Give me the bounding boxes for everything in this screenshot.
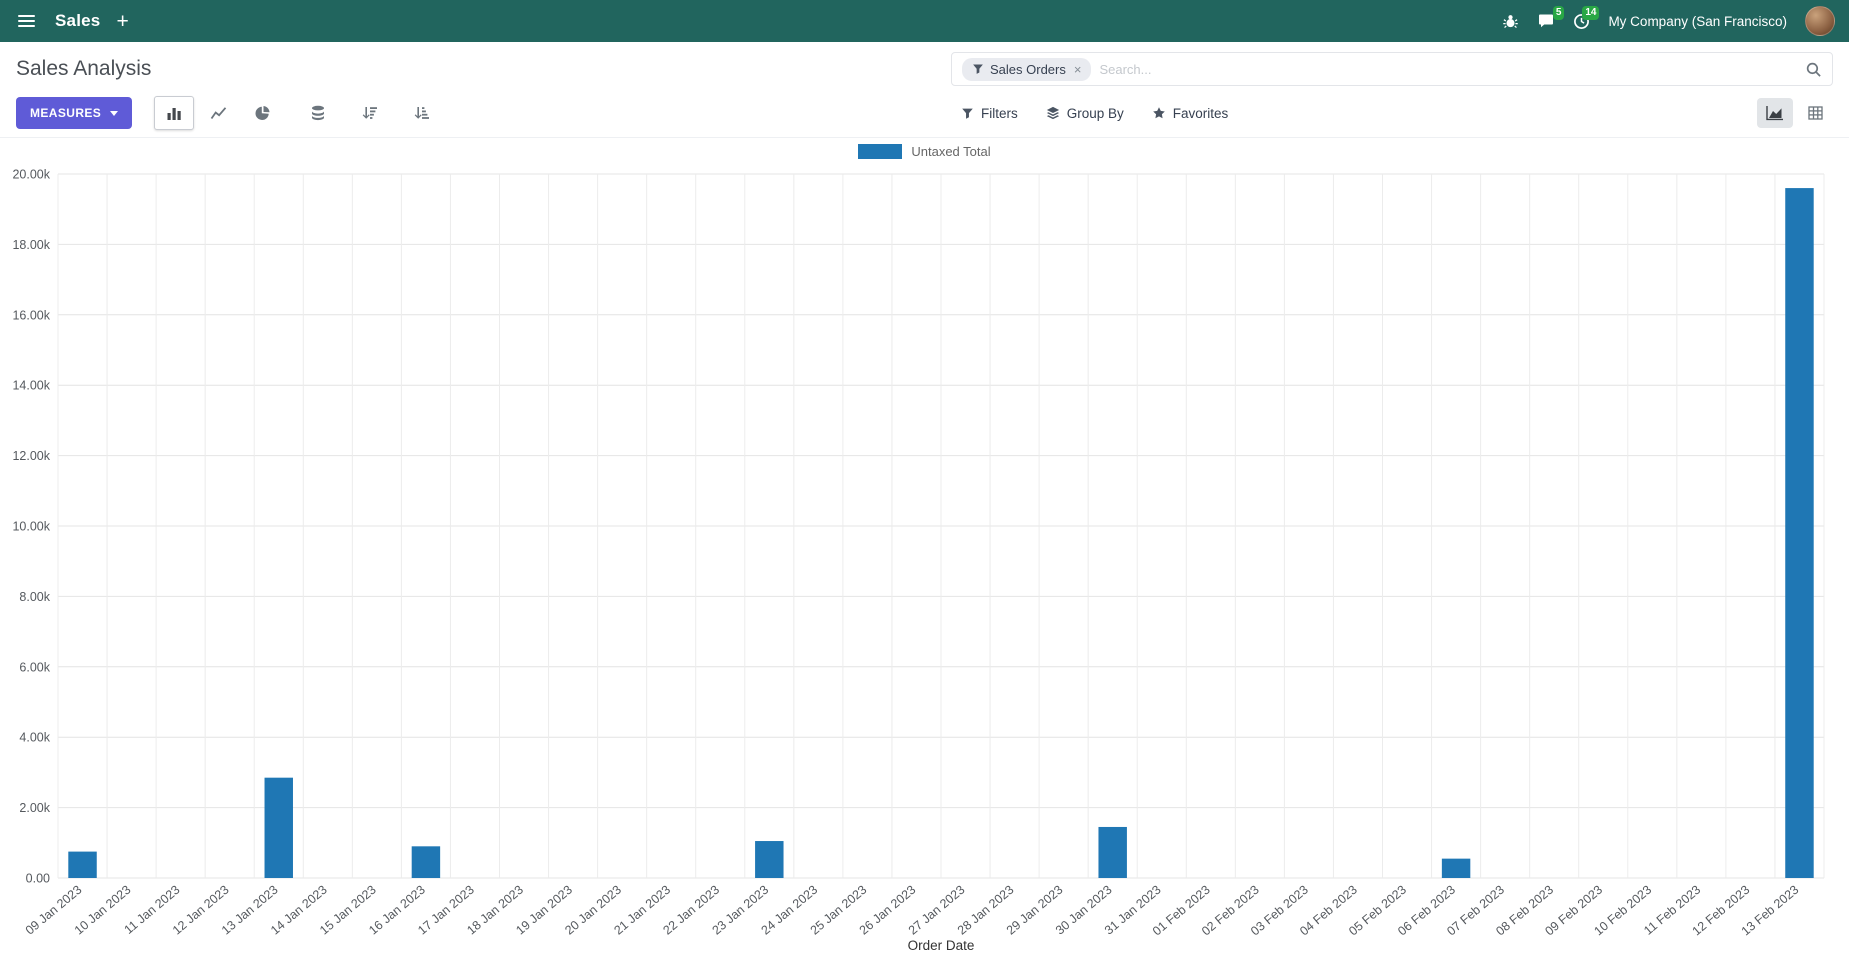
apps-menu-button[interactable]	[14, 8, 39, 34]
favorites-label: Favorites	[1172, 105, 1229, 121]
favorites-button[interactable]: Favorites	[1152, 105, 1229, 121]
svg-text:2.00k: 2.00k	[19, 801, 50, 815]
chart-area: Untaxed Total 0.00 2.00k 4.00k 6.00k 8.00k 10…	[0, 138, 1849, 958]
svg-text:8.00k: 8.00k	[19, 590, 50, 604]
search-icon[interactable]	[1805, 61, 1822, 78]
group-by-button[interactable]: Group By	[1046, 106, 1124, 121]
sort-asc-button[interactable]	[402, 96, 442, 130]
stacked-icon	[310, 105, 326, 121]
messages-icon	[1537, 13, 1555, 29]
activities-badge: 14	[1582, 5, 1600, 20]
messages-badge: 5	[1552, 6, 1565, 20]
favorites-icon	[1152, 106, 1166, 120]
apps-menu-icon	[18, 15, 35, 27]
user-avatar[interactable]	[1805, 6, 1835, 36]
view-switcher	[1757, 98, 1833, 128]
debug-button[interactable]	[1502, 13, 1519, 30]
svg-text:6.00k: 6.00k	[19, 660, 50, 674]
line-chart-icon	[210, 105, 227, 121]
search-input[interactable]	[1099, 61, 1797, 77]
group-by-icon	[1046, 106, 1060, 120]
navbar-left: Sales +	[14, 8, 129, 34]
svg-text:4.00k: 4.00k	[19, 731, 50, 745]
pie-chart-button[interactable]	[242, 96, 282, 130]
graph-toolbar: MEASURES	[16, 96, 951, 130]
bar-chart-icon	[166, 105, 183, 121]
activities-icon	[1573, 13, 1590, 30]
pie-chart-icon	[254, 105, 271, 121]
control-panel: Sales Analysis Sales Orders ×	[0, 42, 1849, 138]
filters-label: Filters	[981, 105, 1018, 121]
sort-desc-button[interactable]	[350, 96, 390, 130]
chevron-down-icon	[110, 110, 119, 116]
pivot-view-button[interactable]	[1797, 98, 1833, 128]
search-facet-label: Sales Orders	[990, 61, 1066, 77]
filters-icon	[961, 107, 974, 120]
search-bar[interactable]: Sales Orders ×	[951, 52, 1833, 86]
search-options: Filters Group By	[951, 98, 1833, 128]
stacked-toggle-button[interactable]	[298, 96, 338, 130]
svg-text:14.00k: 14.00k	[12, 379, 50, 393]
top-navbar: Sales + 5	[0, 0, 1849, 42]
sales-analysis-bar-chart[interactable]: 0.00 2.00k 4.00k 6.00k 8.00k 10.00k 12.00k 14.0…	[0, 164, 1849, 958]
measures-label: MEASURES	[30, 106, 102, 120]
sort-asc-icon	[414, 105, 430, 121]
legend-swatch	[858, 143, 903, 159]
group-by-label: Group By	[1066, 105, 1124, 121]
filter-facet-icon	[972, 63, 984, 75]
graph-view-button[interactable]	[1757, 98, 1793, 128]
messages-button[interactable]: 5	[1537, 6, 1565, 29]
svg-text:10.00k: 10.00k	[12, 520, 50, 534]
page-title: Sales Analysis	[16, 57, 152, 80]
svg-text:0.00: 0.00	[26, 872, 50, 886]
measures-button[interactable]: MEASURES	[16, 97, 133, 129]
navbar-right: 5 14 My Company (San Francisco)	[1502, 5, 1835, 36]
svg-text:12.00k: 12.00k	[12, 449, 50, 463]
new-record-button[interactable]: +	[116, 9, 129, 33]
svg-text:16.00k: 16.00k	[12, 308, 50, 322]
pivot-view-icon	[1807, 105, 1824, 121]
svg-text:18.00k: 18.00k	[12, 238, 50, 252]
app-name[interactable]: Sales	[55, 11, 101, 30]
graph-view-icon	[1766, 105, 1784, 121]
svg-text:Order Date: Order Date	[908, 938, 975, 953]
debug-icon	[1502, 13, 1519, 30]
svg-text:20.00k: 20.00k	[12, 168, 50, 182]
search-facet[interactable]: Sales Orders ×	[962, 57, 1092, 81]
company-switcher[interactable]: My Company (San Francisco)	[1608, 13, 1787, 29]
activities-button[interactable]: 14	[1573, 5, 1600, 30]
chart-legend[interactable]: Untaxed Total	[0, 138, 1849, 164]
bar-chart-button[interactable]	[154, 96, 195, 130]
filters-button[interactable]: Filters	[961, 106, 1018, 121]
facet-remove-icon[interactable]: ×	[1073, 61, 1082, 77]
legend-label: Untaxed Total	[911, 143, 991, 159]
sort-desc-icon	[362, 105, 378, 121]
line-chart-button[interactable]	[198, 96, 238, 130]
